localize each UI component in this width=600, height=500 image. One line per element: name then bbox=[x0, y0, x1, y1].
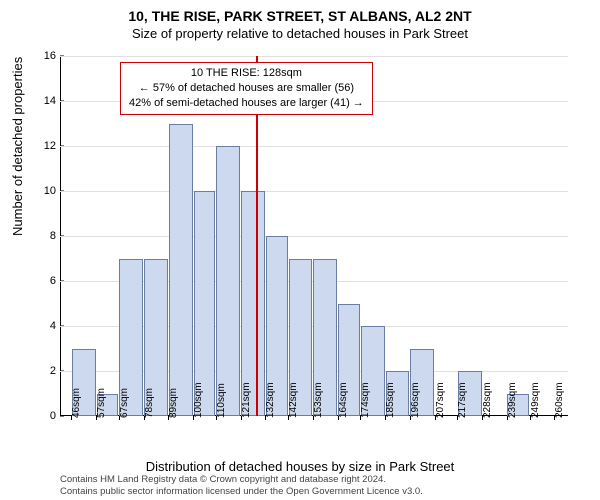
histogram-bar bbox=[216, 146, 240, 416]
y-tick-label: 0 bbox=[32, 410, 56, 422]
annotation-line3: 42% of semi-detached houses are larger (… bbox=[129, 96, 364, 111]
chart-subtitle: Size of property relative to detached ho… bbox=[0, 26, 600, 41]
y-tick-label: 8 bbox=[32, 230, 56, 242]
y-tick-label: 16 bbox=[32, 50, 56, 62]
y-axis-label: Number of detached properties bbox=[10, 57, 25, 236]
x-axis-label: Distribution of detached houses by size … bbox=[0, 459, 600, 474]
footer: Contains HM Land Registry data © Crown c… bbox=[60, 474, 423, 498]
plot-area: 46sqm57sqm67sqm78sqm89sqm100sqm110sqm121… bbox=[60, 56, 568, 416]
gridline-h bbox=[60, 56, 568, 57]
footer-line-1: Contains HM Land Registry data © Crown c… bbox=[60, 474, 423, 486]
y-tick-label: 12 bbox=[32, 140, 56, 152]
y-tick-label: 2 bbox=[32, 365, 56, 377]
y-tick-label: 4 bbox=[32, 320, 56, 332]
gridline-h bbox=[60, 236, 568, 237]
y-tick-label: 14 bbox=[32, 95, 56, 107]
y-tick-label: 10 bbox=[32, 185, 56, 197]
histogram-bar bbox=[169, 124, 193, 417]
chart-title: 10, THE RISE, PARK STREET, ST ALBANS, AL… bbox=[0, 0, 600, 24]
annotation-line1: 10 THE RISE: 128sqm bbox=[129, 66, 364, 81]
annotation-line2: ← 57% of detached houses are smaller (56… bbox=[129, 81, 364, 96]
y-tick-label: 6 bbox=[32, 275, 56, 287]
gridline-h bbox=[60, 191, 568, 192]
annotation-box: 10 THE RISE: 128sqm← 57% of detached hou… bbox=[120, 62, 373, 115]
footer-line-2: Contains public sector information licen… bbox=[60, 486, 423, 498]
gridline-h bbox=[60, 146, 568, 147]
